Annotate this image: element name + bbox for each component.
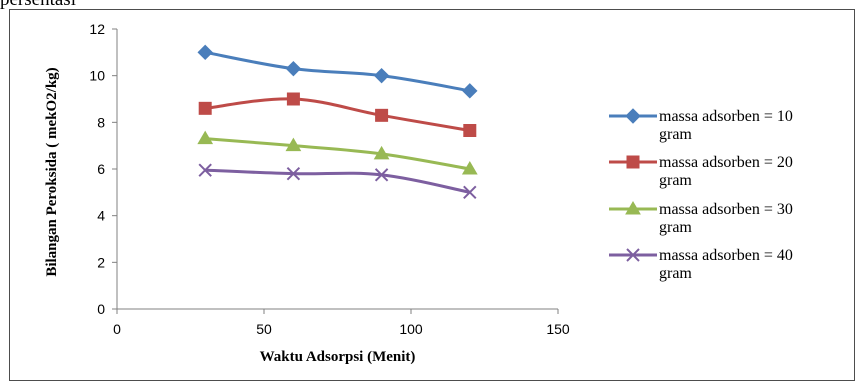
data-point (374, 168, 389, 182)
data-point (197, 130, 214, 145)
data-point (285, 137, 302, 152)
data-point (626, 248, 640, 262)
x-tick-label: 50 (256, 321, 272, 337)
data-point (375, 108, 389, 122)
y-tick-label: 2 (97, 254, 105, 270)
data-point (197, 44, 213, 61)
x-tick-label: 100 (399, 321, 423, 337)
y-tick-label: 6 (97, 161, 105, 177)
y-tick-label: 0 (97, 301, 105, 317)
y-tick-label: 10 (89, 68, 105, 84)
data-point (463, 185, 477, 200)
legend-label-cont: gram (659, 126, 692, 143)
y-tick-label: 8 (97, 114, 105, 130)
data-point (373, 145, 390, 160)
data-point (625, 108, 641, 124)
x-tick-label: 0 (113, 321, 121, 337)
legend-label: massa adsorben = 40 (659, 247, 793, 264)
page-text-fragment: persentasi (0, 0, 76, 10)
legend-label: massa adsorben = 20 (659, 154, 793, 171)
data-point (461, 161, 478, 175)
y-tick-label: 12 (89, 21, 105, 37)
y-axis-title: Bilangan Peroksida ( mekO2/kg) (44, 67, 60, 276)
chart-frame (9, 9, 855, 381)
series-line (204, 50, 471, 93)
x-tick-label: 150 (546, 321, 570, 337)
legend-label-cont: gram (659, 265, 692, 282)
data-point (198, 163, 212, 177)
data-point (198, 101, 212, 115)
data-point (285, 60, 302, 77)
x-axis-title: Waktu Adsorpsi (Menit) (260, 349, 416, 365)
legend-label: massa adsorben = 30 (659, 201, 793, 218)
series-line (205, 137, 471, 171)
legend-label-cont: gram (659, 219, 692, 236)
data-point (373, 67, 390, 84)
data-point (463, 124, 477, 137)
data-point (626, 155, 640, 169)
y-tick-label: 4 (97, 208, 105, 224)
legend-label: massa adsorben = 10 (659, 108, 793, 125)
data-point (286, 166, 301, 181)
series-line (205, 168, 471, 194)
data-point (462, 83, 478, 99)
data-point (625, 201, 641, 215)
series-line (205, 97, 471, 132)
legend-label-cont: gram (659, 172, 692, 189)
data-point (286, 92, 300, 106)
